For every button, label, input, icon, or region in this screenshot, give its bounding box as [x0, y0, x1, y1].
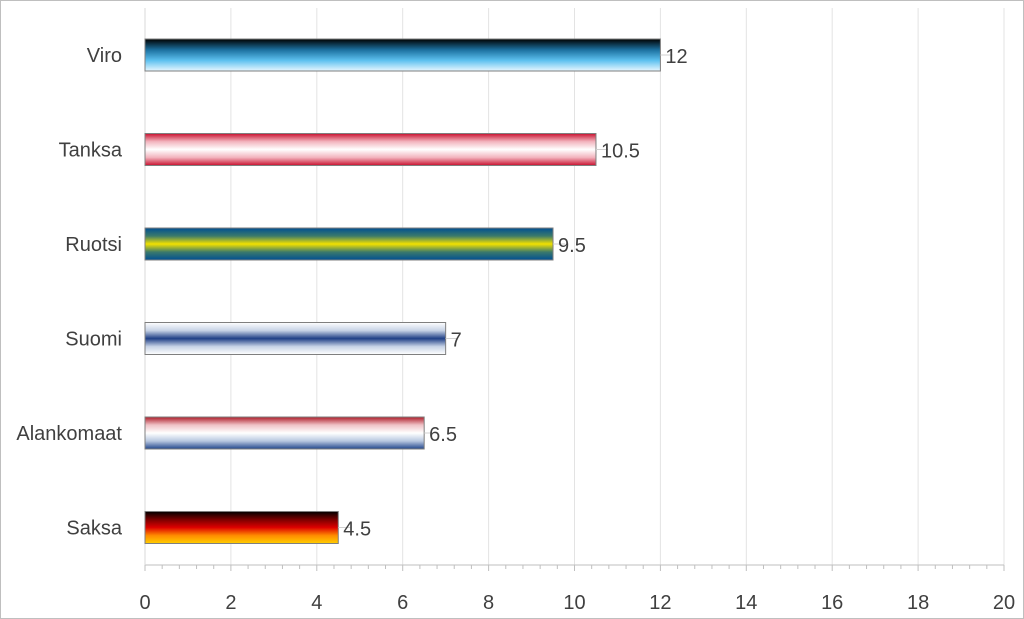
- x-tick-label: 0: [139, 592, 150, 614]
- x-tick-label: 6: [397, 592, 408, 614]
- bar: [144, 38, 661, 72]
- bar: [144, 133, 597, 166]
- data-label: 6.5: [429, 424, 457, 446]
- data-label: 12: [665, 46, 687, 68]
- category-label: Viro: [87, 45, 122, 67]
- bar: [144, 322, 447, 355]
- x-axis: 0 2 4 6 8 10 12 14 16 18 20: [139, 8, 1015, 614]
- data-label: 7: [451, 330, 462, 352]
- category-label: Suomi: [65, 329, 122, 351]
- x-tick-label: 2: [225, 592, 236, 614]
- x-tick-label: 16: [821, 592, 843, 614]
- category-label: Ruotsi: [65, 234, 122, 256]
- x-tick-label: 4: [311, 592, 322, 614]
- labels: Viro 12 Tanksa 10.5 Ruotsi 9.5 Suomi 7 Alankomaa…: [16, 45, 687, 541]
- x-tick-label: 14: [735, 592, 757, 614]
- gridlines: [230, 8, 1005, 565]
- data-label: 9.5: [558, 235, 586, 257]
- x-tick-label: 8: [483, 592, 494, 614]
- bars: [144, 38, 661, 544]
- x-tick-label: 20: [993, 592, 1015, 614]
- x-tick-label: 10: [563, 592, 585, 614]
- x-tick-label: 12: [649, 592, 671, 614]
- category-label: Saksa: [66, 518, 122, 540]
- x-tick-label: 18: [907, 592, 929, 614]
- bar: [144, 511, 339, 544]
- data-label: 10.5: [601, 141, 640, 163]
- category-label: Alankomaat: [16, 423, 122, 445]
- bar: [144, 416, 425, 450]
- data-label: 4.5: [343, 519, 371, 541]
- bar: [144, 227, 554, 261]
- category-label: Tanksa: [59, 140, 123, 162]
